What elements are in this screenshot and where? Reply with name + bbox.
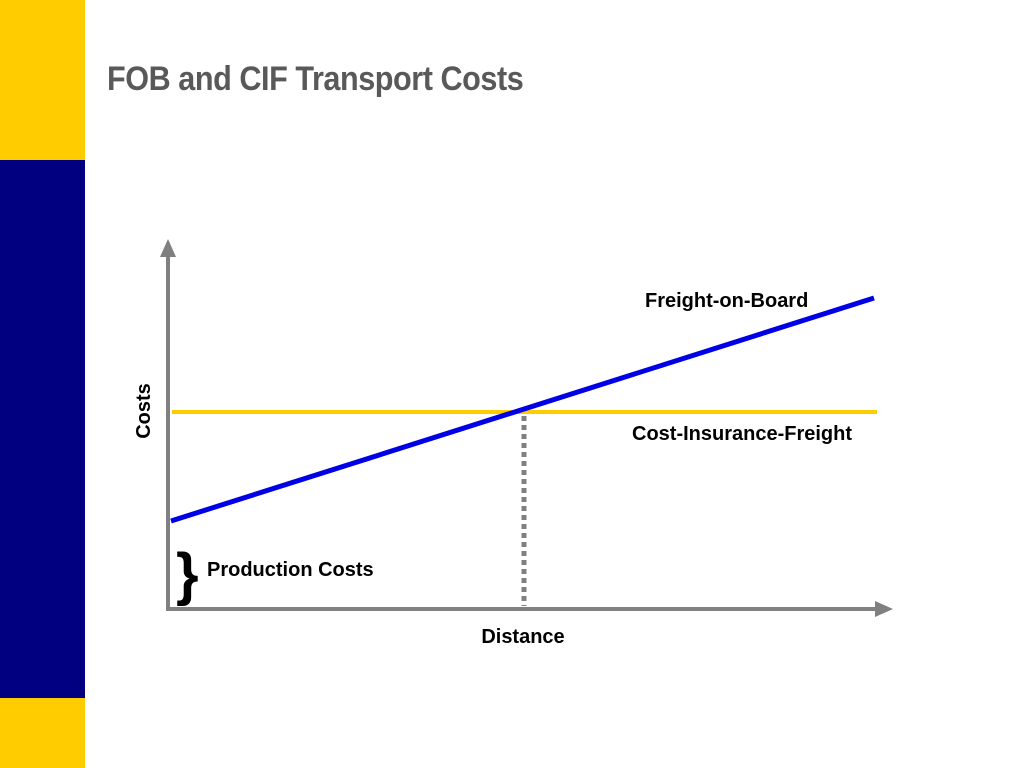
side-accent-bar [0,0,85,768]
cif-line-label: Cost-Insurance-Freight [632,423,852,445]
accent-bar-middle-navy [0,160,85,698]
x-axis-label: Distance [481,626,564,648]
x-axis-arrowhead [875,601,893,617]
y-axis-label: Costs [133,383,155,439]
fob-cost-line [170,295,875,524]
production-costs-label: Production Costs [207,559,374,581]
production-costs-brace: } [176,542,199,607]
y-axis-arrowhead [160,239,176,257]
accent-bar-top-yellow [0,0,85,160]
slide-title: FOB and CIF Transport Costs [107,60,524,98]
fob-line-label: Freight-on-Board [645,290,808,312]
accent-bar-bottom-yellow [0,698,85,768]
